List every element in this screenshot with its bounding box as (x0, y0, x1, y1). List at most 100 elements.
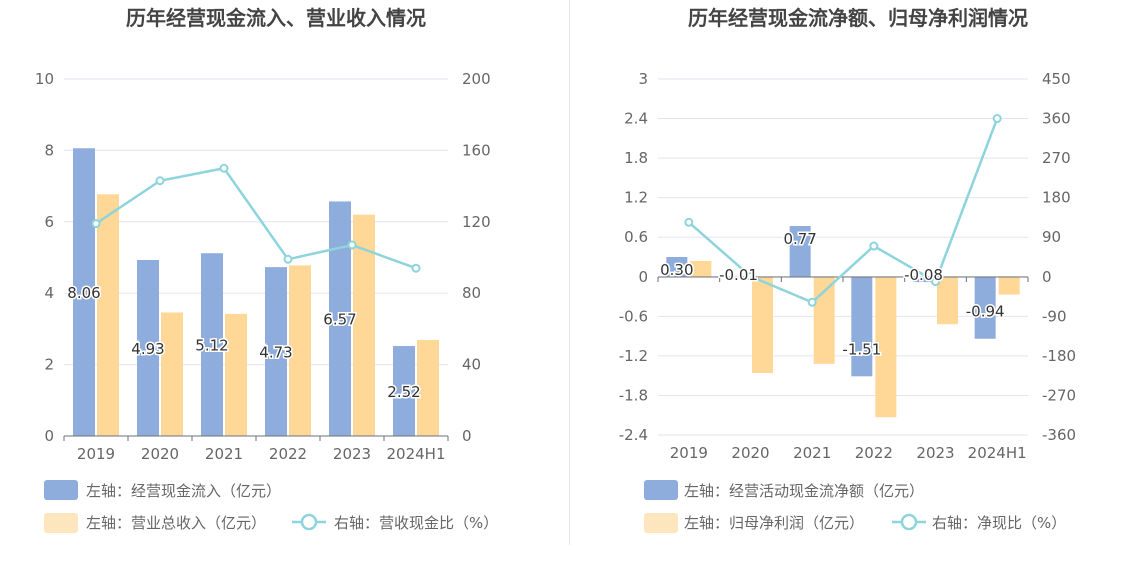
right-axis-tick-label: 40 (462, 356, 481, 374)
bar-series-1 (225, 313, 247, 436)
legend-swatch-series-1 (44, 513, 78, 533)
bar-series-0 (789, 226, 811, 277)
bar-series-1 (690, 260, 712, 277)
x-axis-tick-label: 2022 (269, 445, 307, 463)
left-axis-tick-label: 0 (638, 268, 648, 286)
legend-label-series-1[interactable]: 左轴：营业总收入（亿元） (86, 514, 266, 532)
line-point (283, 254, 293, 264)
x-axis-tick-label: 2024H1 (387, 445, 446, 463)
legend-marker-icon (300, 513, 318, 531)
data-label: 5.12 (195, 337, 228, 355)
data-label: -0.08 (904, 266, 943, 284)
data-label: 6.57 (323, 311, 356, 329)
x-axis-tick-label: 2020 (731, 444, 769, 462)
chart-title: 历年经营现金流净额、归母净利润情况 (688, 6, 1028, 30)
left-axis-tick-label: -2.4 (619, 426, 648, 444)
line-series-2 (688, 118, 999, 304)
data-label: 0.30 (660, 261, 693, 279)
right-axis-tick-label: -180 (1042, 347, 1076, 365)
left-axis-tick-label: -0.6 (619, 307, 648, 325)
bar-series-0 (329, 201, 351, 436)
bar-series-1 (417, 339, 439, 436)
legend-label-series-1[interactable]: 左轴：归母净利润（亿元） (684, 514, 864, 532)
bar-series-0 (974, 276, 996, 339)
legend-label-series-0[interactable]: 左轴：经营活动现金流净额（亿元） (684, 482, 924, 500)
data-label: 2.52 (387, 383, 420, 401)
legend-label-series-0[interactable]: 左轴：经营现金流入（亿元） (86, 482, 281, 500)
x-axis-tick-label: 2022 (855, 444, 893, 462)
right-axis-tick-label: 450 (1042, 70, 1071, 88)
right-axis-tick-label: 360 (1042, 110, 1071, 128)
x-axis-tick-label: 2019 (77, 445, 115, 463)
chart-right: 历年经营现金流净额、归母净利润情况 -2.4 -360 -1.8 -270 -1.2 -1… (619, 6, 1076, 533)
left-axis-tick-label: 1.2 (624, 189, 648, 207)
left-axis-tick-label: 2 (44, 356, 54, 374)
bar-series-0 (393, 346, 415, 436)
right-axis-tick-label: 90 (1042, 228, 1061, 246)
line-point (219, 163, 229, 173)
x-axis-tick-label: 2024H1 (968, 444, 1027, 462)
bar-series-1 (998, 276, 1020, 295)
x-axis-tick-label: 2021 (793, 444, 831, 462)
bar-series-1 (353, 214, 375, 436)
chart-title: 历年经营现金流入、营业收入情况 (126, 6, 426, 30)
line-point (155, 176, 165, 186)
plot-area: 0 0 2 40 4 80 6 120 8 160 10 200 2019 2020 2021 2022 202… (35, 70, 491, 463)
bar-series-1 (97, 194, 119, 436)
legend-marker-icon (900, 513, 918, 531)
data-label: -0.94 (966, 303, 1005, 321)
line-point (347, 240, 357, 250)
left-axis-tick-label: 2.4 (624, 110, 648, 128)
line-point (411, 263, 421, 273)
left-axis-tick-label: 4 (44, 284, 54, 302)
right-axis-tick-label: -90 (1042, 307, 1067, 325)
bar-series-0 (137, 259, 159, 436)
left-axis-tick-label: 8 (44, 141, 54, 159)
bar-series-0 (913, 276, 934, 283)
legend-label-series-2[interactable]: 右轴：净现比（%） (932, 514, 1066, 532)
legend: 左轴：经营现金流入（亿元） 左轴：营业总收入（亿元） 右轴：营收现金比（%） (44, 480, 498, 533)
plot-area: -2.4 -360 -1.8 -270 -1.2 -180 -0.6 -90 0 0 0.6 90 1.… (619, 70, 1076, 462)
data-label: -1.51 (842, 340, 881, 358)
right-axis-tick-label: -270 (1042, 386, 1076, 404)
bar-series-1 (937, 276, 958, 325)
bar-series-1 (289, 265, 311, 436)
right-axis-tick-label: 180 (1042, 189, 1071, 207)
line-point (746, 271, 755, 281)
line-point (807, 297, 817, 307)
left-axis-tick-label: 0 (44, 427, 54, 445)
left-axis-tick-label: -1.8 (619, 386, 648, 404)
legend-swatch-series-1 (644, 513, 678, 533)
line-point (931, 277, 940, 287)
left-axis-tick-label: -1.2 (619, 347, 648, 365)
line-point (869, 241, 879, 251)
data-label: 0.77 (783, 230, 816, 248)
right-axis-tick-label: 200 (462, 70, 491, 88)
x-axis-tick-label: 2019 (670, 444, 708, 462)
bar-series-1 (161, 312, 183, 436)
x-axis-tick-label: 2023 (916, 444, 954, 462)
bar-series-1 (875, 276, 897, 418)
bar-series-1 (813, 276, 835, 364)
legend-swatch-series-0 (644, 480, 678, 500)
right-axis-tick-label: 120 (462, 213, 491, 231)
bar-series-1 (752, 276, 773, 374)
right-axis-tick-label: 160 (462, 141, 491, 159)
right-axis-tick-label: 0 (1042, 268, 1052, 286)
data-label: -0.01 (719, 266, 758, 284)
legend-label-series-2[interactable]: 右轴：营收现金比（%） (334, 514, 498, 532)
left-axis-tick-label: 10 (35, 70, 54, 88)
legend-swatch-series-0 (44, 480, 78, 500)
x-axis-tick-label: 2023 (333, 445, 371, 463)
legend: 左轴：经营活动现金流净额（亿元） 左轴：归母净利润（亿元） 右轴：净现比（%） (644, 480, 1066, 533)
right-axis-tick-label: 270 (1042, 149, 1071, 167)
data-label: 4.73 (259, 344, 292, 362)
left-axis-tick-label: 0.6 (624, 228, 648, 246)
bar-series-0 (265, 267, 287, 436)
data-label: 4.93 (131, 340, 164, 358)
bar-series-0 (201, 253, 223, 436)
right-axis-tick-label: 80 (462, 284, 481, 302)
left-axis-tick-label: 1.8 (624, 149, 648, 167)
bar-series-0 (851, 276, 873, 377)
right-axis-tick-label: 0 (462, 427, 472, 445)
